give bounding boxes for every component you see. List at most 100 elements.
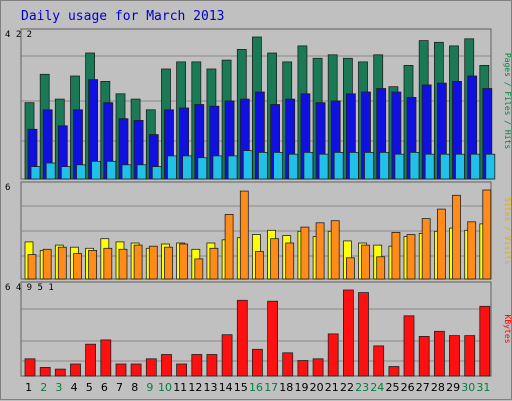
bar-kbytes-5: [85, 343, 96, 377]
bar-kbytes-20: [312, 358, 324, 377]
bar-sites-31: [482, 189, 492, 280]
bar-kbytes-25: [388, 366, 400, 377]
bar-sites-4: [73, 253, 82, 280]
max-label-middle: 6: [5, 183, 10, 193]
day-label-6: 6: [101, 381, 108, 394]
day-label-19: 19: [295, 381, 309, 394]
bar-sites-14: [224, 213, 234, 280]
side-label-2: KBytes: [503, 315, 512, 344]
bar-kbytes-15: [236, 299, 248, 377]
bar-pages-6: [106, 160, 117, 180]
bar-kbytes-6: [100, 339, 112, 377]
bar-sites-13: [209, 247, 219, 280]
bar-sites-23: [361, 244, 370, 280]
day-label-15: 15: [234, 381, 248, 394]
bar-pages-15: [242, 150, 253, 180]
day-label-14: 14: [219, 381, 233, 394]
bar-kbytes-2: [39, 366, 51, 377]
bar-pages-18: [288, 153, 299, 180]
bar-kbytes-26: [403, 315, 415, 377]
bar-sites-29: [452, 194, 461, 280]
bar-pages-23: [364, 151, 374, 180]
bar-sites-7: [118, 248, 128, 280]
bar-sites-16: [254, 251, 264, 280]
bar-sites-28: [436, 208, 446, 280]
bar-pages-10: [167, 155, 177, 180]
bar-pages-24: [379, 151, 390, 180]
bar-sites-30: [467, 221, 477, 280]
day-label-4: 4: [71, 381, 78, 394]
bar-kbytes-3: [54, 368, 66, 377]
day-label-16: 16: [249, 381, 263, 394]
bar-kbytes-13: [206, 354, 218, 377]
day-label-13: 13: [204, 381, 218, 394]
bar-kbytes-10: [161, 354, 172, 377]
max-label-bottom: 6 4 9 5 1: [5, 283, 54, 293]
bar-kbytes-31: [479, 305, 491, 377]
day-label-8: 8: [131, 381, 138, 394]
day-label-10: 10: [158, 381, 172, 394]
day-label-28: 28: [431, 381, 445, 394]
bar-pages-26: [409, 151, 420, 180]
day-label-11: 11: [173, 381, 187, 394]
bar-kbytes-9: [145, 358, 157, 377]
bar-sites-2: [42, 248, 52, 280]
max-label-top: 4 2 2: [5, 30, 32, 40]
bar-kbytes-19: [297, 360, 309, 377]
day-label-1: 1: [25, 381, 32, 394]
day-label-9: 9: [146, 381, 153, 394]
bar-pages-31: [485, 153, 496, 180]
bar-kbytes-12: [191, 354, 203, 377]
day-label-17: 17: [264, 381, 278, 394]
day-label-18: 18: [279, 381, 293, 394]
bar-sites-19: [300, 226, 310, 280]
bar-sites-27: [421, 218, 431, 280]
bar-sites-17: [270, 238, 280, 280]
bar-pages-2: [45, 162, 56, 180]
day-label-20: 20: [310, 381, 324, 394]
day-label-26: 26: [401, 381, 415, 394]
day-label-31: 31: [476, 381, 490, 394]
bar-sites-5: [88, 249, 97, 280]
bar-kbytes-21: [327, 333, 339, 377]
day-label-12: 12: [188, 381, 202, 394]
bar-pages-9: [151, 166, 162, 180]
bar-sites-22: [345, 257, 355, 280]
bar-kbytes-4: [70, 363, 81, 377]
bar-pages-13: [212, 155, 223, 180]
bar-pages-11: [182, 155, 193, 180]
day-label-2: 2: [40, 381, 47, 394]
bar-kbytes-18: [282, 352, 294, 377]
day-label-27: 27: [416, 381, 430, 394]
day-label-24: 24: [370, 381, 384, 394]
day-label-22: 22: [340, 381, 354, 394]
bar-pages-12: [197, 157, 208, 180]
bar-kbytes-11: [176, 363, 188, 377]
bar-pages-1: [30, 166, 41, 180]
side-label-1: Sites / Visits: [503, 197, 512, 265]
bar-kbytes-16: [251, 348, 263, 377]
bar-sites-24: [376, 256, 386, 280]
bar-sites-6: [103, 247, 113, 280]
bar-kbytes-23: [358, 292, 369, 377]
bar-kbytes-29: [449, 335, 460, 377]
bar-pages-16: [257, 151, 268, 180]
bar-pages-25: [394, 153, 405, 180]
side-label-0: Pages / Files / Hits: [503, 53, 512, 150]
bar-kbytes-17: [267, 300, 279, 377]
day-label-23: 23: [355, 381, 369, 394]
bar-sites-15: [239, 190, 249, 280]
bar-kbytes-8: [130, 363, 142, 377]
chart-title: Daily usage for March 2013: [21, 9, 225, 24]
bar-sites-25: [391, 231, 401, 280]
bar-pages-19: [303, 151, 314, 180]
bar-pages-7: [121, 164, 132, 180]
bar-pages-17: [273, 151, 284, 180]
bar-pages-29: [455, 153, 465, 180]
bar-kbytes-27: [418, 335, 430, 377]
bar-sites-12: [194, 258, 204, 280]
bar-sites-3: [57, 246, 67, 280]
bar-sites-21: [330, 220, 340, 280]
bar-pages-14: [227, 155, 238, 180]
